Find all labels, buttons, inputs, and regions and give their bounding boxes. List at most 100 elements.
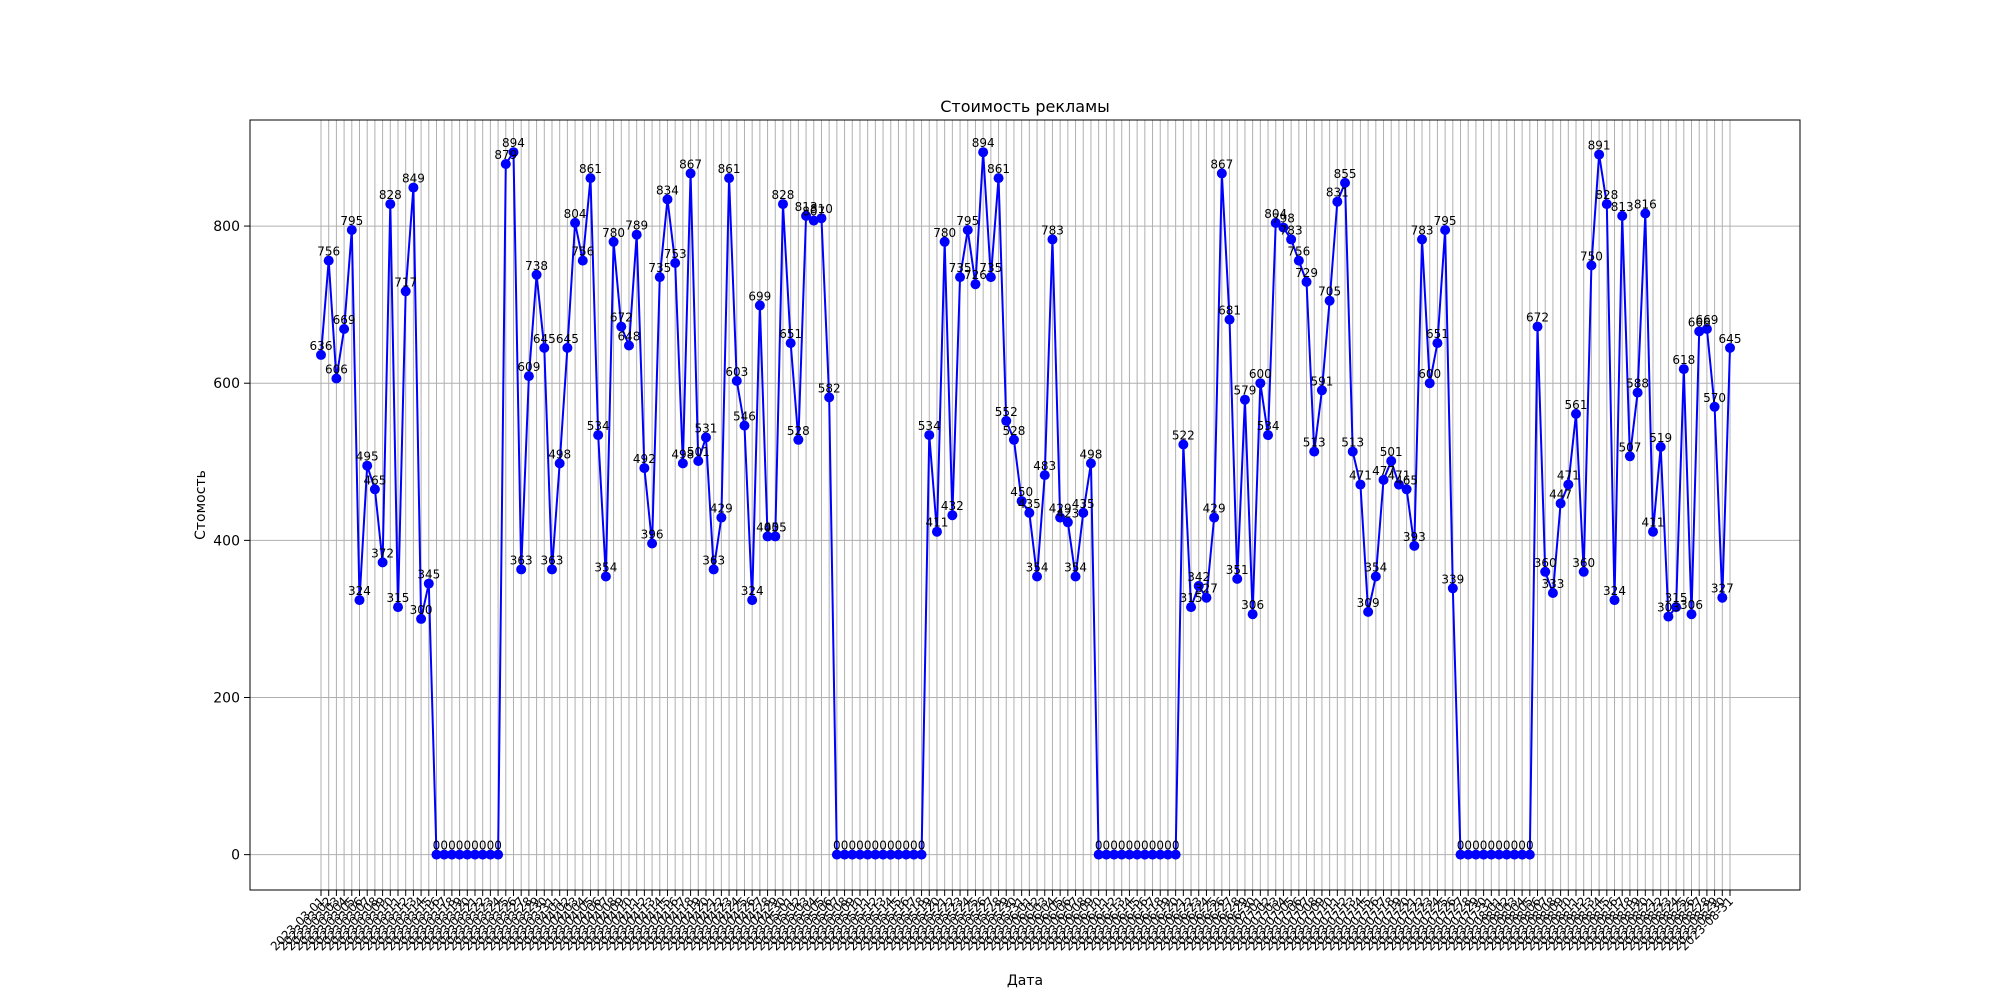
- data-point: [431, 849, 442, 860]
- data-label: 645: [533, 332, 556, 346]
- data-label: 705: [1318, 285, 1341, 299]
- data-point: [554, 458, 565, 469]
- data-point: [316, 349, 326, 360]
- data-point: [616, 321, 627, 332]
- data-label: 879: [494, 148, 517, 162]
- data-label: 0: [902, 839, 910, 853]
- data-label: 501: [1380, 445, 1403, 459]
- chart-title: Стоимость рекламы: [940, 97, 1110, 116]
- data-point: [793, 434, 804, 445]
- data-label: 429: [710, 502, 733, 516]
- data-label: 354: [1026, 561, 1049, 575]
- data-label: 834: [656, 183, 679, 197]
- data-label: 306: [1241, 598, 1264, 612]
- data-label: 0: [895, 839, 903, 853]
- data-label: 528: [787, 424, 810, 438]
- data-point: [446, 849, 457, 860]
- data-point: [1224, 314, 1235, 325]
- data-label: 855: [1334, 167, 1357, 181]
- data-label: 0: [1095, 839, 1103, 853]
- data-point: [1324, 295, 1335, 306]
- data-label: 360: [1534, 556, 1557, 570]
- data-point: [777, 199, 788, 210]
- data-label: 465: [1395, 473, 1418, 487]
- data-label: 465: [363, 473, 386, 487]
- data-label: 0: [864, 839, 872, 853]
- data-point: [816, 213, 827, 224]
- data-point: [577, 255, 588, 266]
- data-point: [608, 236, 619, 247]
- data-point: [1370, 571, 1381, 582]
- data-point: [824, 392, 835, 403]
- data-point: [677, 458, 688, 469]
- data-point: [1316, 385, 1327, 396]
- data-point: [1478, 849, 1489, 860]
- data-label: 783: [1411, 223, 1434, 237]
- data-label: 519: [1649, 431, 1672, 445]
- data-point: [346, 225, 357, 235]
- data-label: 0: [1164, 839, 1172, 853]
- data-label: 315: [387, 591, 410, 605]
- data-point: [1209, 512, 1220, 523]
- data-point: [1332, 196, 1343, 207]
- data-point: [439, 849, 450, 860]
- data-label: 447: [1549, 487, 1572, 501]
- data-label: 789: [625, 219, 648, 233]
- data-label: 393: [1403, 530, 1426, 544]
- data-point: [893, 849, 904, 860]
- data-point: [985, 272, 996, 283]
- data-point: [1632, 387, 1643, 398]
- data-point: [454, 849, 465, 860]
- data-point: [978, 147, 989, 158]
- data-point: [1355, 479, 1366, 490]
- data-point: [392, 602, 403, 613]
- data-point: [416, 613, 427, 624]
- data-label: 783: [1280, 223, 1303, 237]
- data-point: [916, 849, 927, 860]
- data-point: [1470, 849, 1481, 860]
- data-label: 300: [410, 603, 433, 617]
- data-label: 0: [856, 839, 864, 853]
- data-labels: 636 756 606 669 795 324 495 465 372 828 315 717 849 3…: [310, 136, 1742, 852]
- data-point: [908, 849, 919, 860]
- data-point: [1486, 849, 1497, 860]
- data-label: 324: [741, 584, 764, 598]
- data-point: [469, 849, 480, 860]
- data-label: 717: [394, 275, 417, 289]
- data-label: 501: [687, 445, 710, 459]
- data-point: [639, 463, 650, 474]
- data-label: 0: [1126, 839, 1134, 853]
- data-point: [870, 849, 881, 860]
- data-point: [539, 342, 550, 353]
- data-point: [1293, 255, 1304, 266]
- data-point: [1532, 321, 1543, 332]
- data-label: 435: [1018, 497, 1041, 511]
- data-label: 498: [671, 447, 694, 461]
- data-point: [801, 210, 812, 221]
- data-label: 0: [487, 839, 495, 853]
- data-point: [1263, 430, 1274, 441]
- data-point: [1270, 217, 1281, 228]
- data-point: [693, 456, 704, 466]
- data-label: 672: [1526, 311, 1549, 325]
- data-label: 0: [1149, 839, 1157, 853]
- data-label: 648: [618, 330, 641, 344]
- data-label: 591: [1310, 374, 1333, 388]
- data-point: [716, 512, 727, 523]
- data-point: [1070, 571, 1081, 582]
- data-point: [1717, 592, 1728, 603]
- data-label: 534: [918, 419, 941, 433]
- data-label: 0: [1472, 839, 1480, 853]
- data-point: [369, 484, 380, 495]
- data-label: 534: [1257, 419, 1280, 433]
- data-label: 0: [1495, 839, 1503, 853]
- data-point: [1678, 364, 1689, 375]
- data-label: 0: [1110, 839, 1118, 853]
- data-label: 528: [1002, 424, 1025, 438]
- data-point: [562, 342, 573, 353]
- data-point: [1132, 849, 1143, 860]
- data-label: 588: [1626, 377, 1649, 391]
- data-point: [1201, 592, 1212, 603]
- data-point: [1424, 378, 1435, 389]
